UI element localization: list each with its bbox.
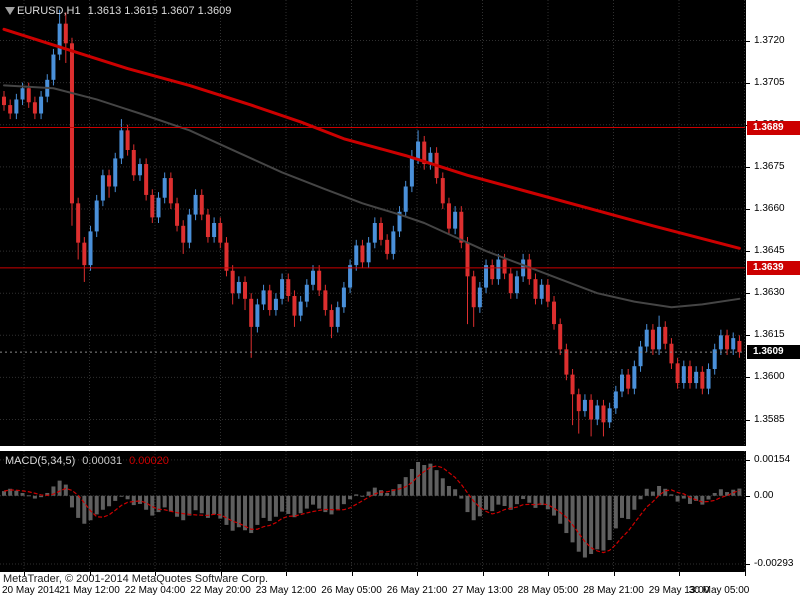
price-tick-mark (746, 419, 750, 421)
price-tick-label: 1.3615 (754, 329, 785, 341)
price-tick-mark (746, 251, 750, 253)
time-axis-label: 22 May 20:00 (190, 585, 251, 596)
symbol-label: EURUSD,H1 (17, 5, 81, 17)
macd-canvas[interactable] (0, 451, 745, 572)
price-chart-pane[interactable]: EURUSD,H1 1.3613 1.3615 1.3607 1.3609 (0, 0, 745, 446)
time-axis-label: 26 May 05:00 (321, 585, 382, 596)
price-tick-label: 1.3705 (754, 76, 785, 88)
macd-title: MACD(5,34,5) (5, 455, 76, 467)
macd-tick-label: -0.00293 (754, 558, 794, 570)
quote-values: 1.3613 1.3615 1.3607 1.3609 (87, 5, 232, 17)
time-tick-mark (220, 572, 222, 576)
time-axis-label: 21 May 12:00 (59, 585, 120, 596)
price-tick-mark (746, 293, 750, 295)
time-axis-label: 30 May 05:00 (688, 585, 750, 596)
macd-tick-mark (746, 459, 750, 461)
time-tick-mark (744, 572, 746, 576)
macd-tick-mark (746, 564, 750, 566)
macd-tick-label: 0.00154 (754, 453, 791, 465)
time-axis-label: 26 May 21:00 (386, 585, 448, 596)
copyright-text: MetaTrader, © 2001-2014 MetaQuotes Softw… (3, 573, 269, 585)
macd-tick-label: 0.00 (754, 489, 774, 501)
time-tick-mark (548, 572, 549, 576)
symbol-triangle-icon (5, 7, 15, 15)
price-chart-canvas[interactable] (0, 0, 745, 446)
time-tick-mark (89, 572, 91, 576)
price-axis[interactable]: 1.37201.37051.36901.36751.36601.36451.36… (745, 0, 800, 446)
price-tick-label: 1.3645 (754, 245, 785, 257)
time-tick-mark (613, 572, 615, 576)
macd-axis[interactable]: 0.00154 0.00 -0.00293 (745, 451, 800, 572)
price-tick-mark (746, 208, 750, 210)
time-axis-label: 28 May 05:00 (517, 585, 579, 596)
time-axis-label: 22 May 04:00 (124, 585, 186, 596)
time-axis-label: 29 May 13:00 (648, 585, 710, 596)
hline-price-badge: 1.3639 (747, 260, 800, 275)
price-tick-mark (746, 335, 750, 337)
price-tick-label: 1.3630 (754, 287, 785, 299)
macd-value-main: 0.00031 (82, 455, 123, 467)
price-tick-label: 1.3720 (754, 34, 785, 46)
price-tick-mark (746, 166, 750, 168)
time-axis-label: 20 May 2014 (2, 585, 60, 596)
price-tick-label: 1.3675 (754, 160, 785, 172)
time-tick-mark (24, 572, 25, 576)
macd-tick-mark (746, 495, 750, 497)
time-tick-mark (417, 572, 418, 576)
macd-header: MACD(5,34,5) 0.00031 0.00020 (5, 455, 169, 467)
price-tick-mark (746, 377, 750, 379)
price-tick-label: 1.3660 (754, 202, 785, 214)
price-tick-mark (746, 40, 750, 42)
price-tick-label: 1.3585 (754, 413, 785, 425)
time-tick-mark (155, 572, 156, 576)
time-tick-mark (679, 572, 680, 576)
hline-price-badge: 1.3689 (747, 120, 800, 135)
time-axis-label: 28 May 21:00 (583, 585, 644, 596)
time-tick-mark (286, 572, 287, 576)
price-tick-mark (746, 82, 750, 84)
macd-value-signal: 0.00020 (129, 455, 169, 467)
price-tick-label: 1.3600 (754, 371, 785, 383)
chart-header: EURUSD,H1 1.3613 1.3615 1.3607 1.3609 (17, 5, 231, 17)
time-axis[interactable]: MetaTrader, © 2001-2014 MetaQuotes Softw… (0, 572, 800, 600)
macd-pane[interactable]: MACD(5,34,5) 0.00031 0.00020 (0, 451, 745, 572)
time-axis-label: 27 May 13:00 (452, 585, 513, 596)
time-axis-label: 23 May 12:00 (255, 585, 317, 596)
time-tick-mark (351, 572, 353, 576)
bid-price-badge: 1.3609 (747, 345, 800, 360)
time-tick-mark (482, 572, 484, 576)
